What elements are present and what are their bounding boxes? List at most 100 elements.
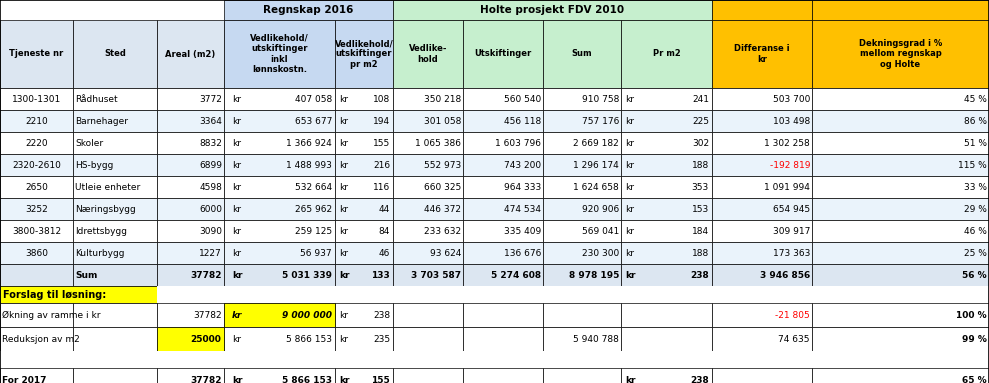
Bar [157, 368, 224, 383]
Bar [812, 132, 989, 154]
Bar [335, 368, 393, 383]
Bar [335, 88, 393, 110]
Bar [157, 110, 224, 132]
Bar [0, 88, 73, 110]
Bar [621, 327, 712, 351]
Text: kr: kr [232, 116, 241, 126]
Text: kr: kr [232, 334, 241, 344]
Text: Økning av ramme i kr: Økning av ramme i kr [2, 311, 101, 319]
Text: 235: 235 [373, 334, 390, 344]
Bar [73, 220, 157, 242]
Text: kr: kr [339, 95, 348, 103]
Bar [463, 110, 543, 132]
Text: 9 000 000: 9 000 000 [282, 311, 332, 319]
Text: 3090: 3090 [199, 226, 222, 236]
Text: 100 %: 100 % [956, 311, 987, 319]
Bar [621, 242, 712, 264]
Text: 188: 188 [691, 160, 709, 170]
Bar [621, 132, 712, 154]
Text: 115 %: 115 % [958, 160, 987, 170]
Text: Utskiftinger: Utskiftinger [475, 49, 532, 59]
Bar [157, 264, 224, 286]
Text: kr: kr [625, 270, 636, 280]
Text: 216: 216 [373, 160, 390, 170]
Bar [393, 154, 463, 176]
Text: 503 700: 503 700 [772, 95, 810, 103]
Text: 44: 44 [379, 205, 390, 213]
Text: 552 973: 552 973 [423, 160, 461, 170]
Text: 660 325: 660 325 [423, 183, 461, 192]
Text: Holte prosjekt FDV 2010: Holte prosjekt FDV 2010 [481, 5, 625, 15]
Bar [224, 20, 335, 88]
Bar [543, 110, 621, 132]
Bar [712, 88, 812, 110]
Bar [224, 303, 335, 327]
Text: 1 624 658: 1 624 658 [574, 183, 619, 192]
Text: kr: kr [339, 183, 348, 192]
Text: 1 065 386: 1 065 386 [415, 139, 461, 147]
Bar [812, 242, 989, 264]
Text: Dekningsgrad i %
mellom regnskap
og Holte: Dekningsgrad i % mellom regnskap og Holt… [858, 39, 943, 69]
Text: 188: 188 [691, 249, 709, 257]
Bar [543, 264, 621, 286]
Text: -21 805: -21 805 [775, 311, 810, 319]
Text: 65 %: 65 % [962, 376, 987, 383]
Bar [463, 198, 543, 220]
Text: 238: 238 [690, 270, 709, 280]
Bar [0, 154, 73, 176]
Bar [712, 110, 812, 132]
Text: Skoler: Skoler [75, 139, 103, 147]
Bar [543, 154, 621, 176]
Bar [712, 154, 812, 176]
Text: 350 218: 350 218 [423, 95, 461, 103]
Text: kr: kr [232, 95, 241, 103]
Text: 93 624: 93 624 [429, 249, 461, 257]
Text: 5 031 339: 5 031 339 [282, 270, 332, 280]
Bar [157, 220, 224, 242]
Bar [393, 368, 463, 383]
Text: 155: 155 [371, 376, 390, 383]
Text: Utleie enheter: Utleie enheter [75, 183, 140, 192]
Text: 1 603 796: 1 603 796 [495, 139, 541, 147]
Text: 51 %: 51 % [964, 139, 987, 147]
Bar [393, 242, 463, 264]
Text: 99 %: 99 % [962, 334, 987, 344]
Bar [463, 264, 543, 286]
Bar [0, 132, 73, 154]
Text: Regnskap 2016: Regnskap 2016 [263, 5, 354, 15]
Bar [463, 132, 543, 154]
Bar [73, 132, 157, 154]
Text: 25000: 25000 [190, 334, 221, 344]
Text: 5 866 153: 5 866 153 [282, 376, 332, 383]
Text: 743 200: 743 200 [503, 160, 541, 170]
Text: 2 669 182: 2 669 182 [574, 139, 619, 147]
Bar [73, 303, 157, 327]
Bar [712, 132, 812, 154]
Text: 5 274 608: 5 274 608 [491, 270, 541, 280]
Text: Tjeneste nr: Tjeneste nr [9, 49, 63, 59]
Bar [335, 220, 393, 242]
Bar [73, 264, 157, 286]
Bar [0, 264, 73, 286]
Text: 230 300: 230 300 [582, 249, 619, 257]
Text: Vedlike-
hold: Vedlike- hold [408, 44, 447, 64]
Bar [812, 20, 989, 88]
Bar [621, 110, 712, 132]
Bar [157, 303, 224, 327]
Text: 474 534: 474 534 [504, 205, 541, 213]
Text: 37782: 37782 [191, 376, 222, 383]
Text: 335 409: 335 409 [503, 226, 541, 236]
Text: 569 041: 569 041 [582, 226, 619, 236]
Text: 407 058: 407 058 [295, 95, 332, 103]
Text: 194: 194 [373, 116, 390, 126]
Text: 653 677: 653 677 [295, 116, 332, 126]
Text: 116: 116 [373, 183, 390, 192]
Text: 2320-2610: 2320-2610 [12, 160, 61, 170]
Bar [0, 327, 73, 351]
Bar [73, 88, 157, 110]
Bar [712, 198, 812, 220]
Text: 173 363: 173 363 [772, 249, 810, 257]
Bar [157, 198, 224, 220]
Text: kr: kr [339, 270, 349, 280]
Bar [712, 20, 812, 88]
